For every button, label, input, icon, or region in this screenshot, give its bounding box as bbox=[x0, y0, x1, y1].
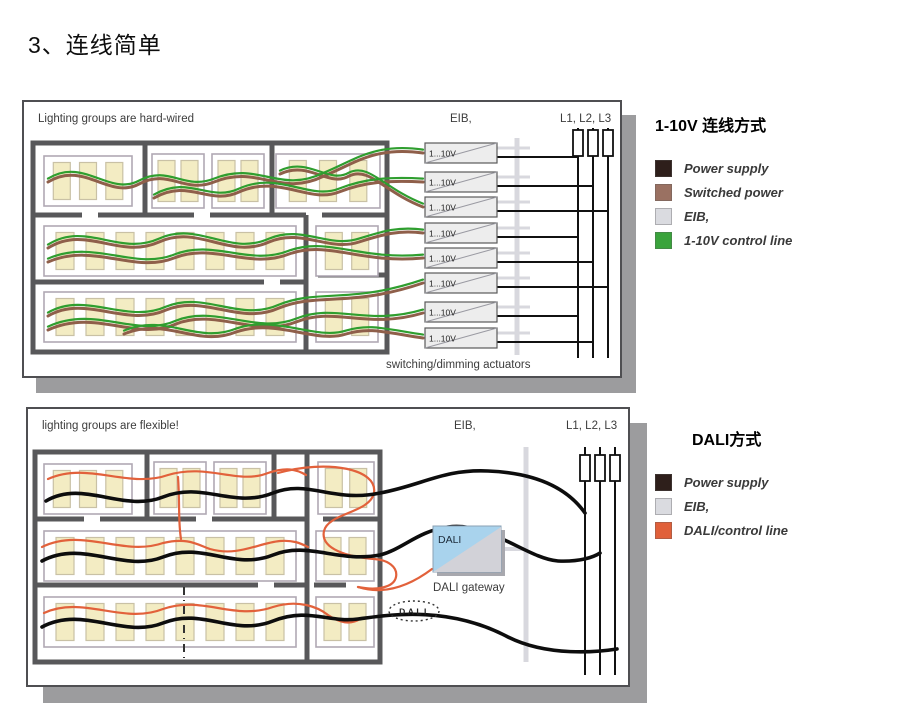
control-line-green bbox=[46, 146, 425, 186]
control-line-green bbox=[46, 245, 425, 261]
dali-logo-text: DALI bbox=[399, 607, 429, 617]
actuator-label: 1...10V bbox=[429, 334, 456, 344]
lamp bbox=[235, 231, 255, 271]
fuse-symbols bbox=[579, 454, 621, 482]
control-line-green bbox=[122, 323, 425, 336]
dali-line-swatch bbox=[655, 521, 672, 539]
legend-title: 1-10V 连线方式 bbox=[655, 118, 767, 135]
actuator-label: 1...10V bbox=[429, 229, 456, 239]
panel-1-10v: Lighting groups are hard-wired EIB, L1, … bbox=[22, 100, 622, 378]
power-supply-swatch bbox=[655, 473, 672, 491]
diagram-caption: lighting groups are flexible! bbox=[42, 420, 179, 432]
lamp bbox=[52, 161, 71, 201]
legend-item-dali-line: DALI/control line bbox=[655, 518, 900, 542]
dali-control-lines bbox=[40, 465, 434, 624]
legend-item-power-supply: Power supply bbox=[655, 156, 900, 180]
lamp bbox=[242, 467, 261, 509]
control-line-green bbox=[278, 165, 425, 205]
lamp bbox=[324, 467, 343, 509]
gateway-triangle bbox=[433, 527, 501, 572]
dimmer-diagonal bbox=[424, 196, 498, 218]
phase-label: L1, L2, L3 bbox=[566, 420, 617, 432]
actuator-footer: switching/dimming actuators bbox=[386, 359, 531, 371]
dimmer-diagonal bbox=[424, 301, 498, 323]
legend-item-eib: EIB, bbox=[655, 204, 900, 228]
actuator-label: 1...10V bbox=[429, 254, 456, 264]
legend-item-switched-power: Switched power bbox=[655, 180, 900, 204]
dimmer-diagonal bbox=[424, 142, 498, 164]
eib-swatch bbox=[655, 207, 672, 225]
lamp bbox=[52, 469, 71, 509]
dimmer-diagonal bbox=[424, 327, 498, 349]
actuator-label: 1...10V bbox=[429, 279, 456, 289]
lamp bbox=[323, 602, 342, 642]
lamp bbox=[115, 536, 135, 576]
lamp bbox=[55, 297, 75, 337]
fuse-symbols bbox=[572, 129, 614, 157]
mains-lines bbox=[572, 128, 614, 358]
dimmer-diagonal bbox=[424, 272, 498, 294]
legend-item-power-supply: Power supply bbox=[655, 470, 900, 494]
actuator-label: 1...10V bbox=[429, 149, 456, 159]
page-title: 3、连线简单 bbox=[28, 32, 162, 58]
panel-dali: lighting groups are flexible! EIB, L1, L… bbox=[26, 407, 630, 687]
legend-dali: DALI方式 Power supply EIB, DALI/control li… bbox=[655, 426, 900, 542]
lamp bbox=[115, 231, 135, 271]
dimmer-diagonal bbox=[424, 247, 498, 269]
actuator-label: 1...10V bbox=[429, 308, 456, 318]
control-line-swatch bbox=[655, 231, 672, 249]
dali-logo: DALI bbox=[388, 600, 440, 622]
diagram-caption: Lighting groups are hard-wired bbox=[38, 113, 194, 125]
control-wire-pairs bbox=[46, 146, 425, 340]
power-supply-swatch bbox=[655, 159, 672, 177]
dimmer-diagonal bbox=[424, 222, 498, 244]
gateway-box-label: DALI bbox=[438, 534, 461, 546]
phase-label: L1, L2, L3 bbox=[560, 113, 611, 125]
lamp bbox=[85, 297, 105, 337]
gateway-caption: DALI gateway bbox=[433, 582, 505, 594]
legend-1-10v: 1-10V 连线方式 Power supply Switched power E… bbox=[655, 112, 900, 252]
actuator-label: 1...10V bbox=[429, 178, 456, 188]
control-line-green bbox=[152, 176, 425, 196]
eib-swatch bbox=[655, 497, 672, 515]
eib-label: EIB, bbox=[454, 420, 476, 432]
control-line-green bbox=[46, 308, 425, 328]
lamp bbox=[175, 536, 195, 576]
lamp bbox=[235, 536, 255, 576]
actuator-label: 1...10V bbox=[429, 203, 456, 213]
lamp bbox=[175, 602, 195, 642]
dimmer-diagonal bbox=[424, 171, 498, 193]
mains-lines bbox=[579, 447, 621, 675]
lamp bbox=[115, 602, 135, 642]
lamp bbox=[240, 159, 259, 203]
diagram-1-10v: Lighting groups are hard-wired EIB, L1, … bbox=[30, 113, 614, 371]
legend-title: DALI方式 bbox=[692, 432, 762, 449]
power-lines bbox=[40, 469, 619, 654]
control-line-green bbox=[46, 227, 425, 246]
lamp bbox=[182, 467, 201, 509]
switched-power-swatch bbox=[655, 183, 672, 201]
legend-item-control-line: 1-10V control line bbox=[655, 228, 900, 252]
dali-gateway: DALI DALI gateway bbox=[432, 525, 505, 594]
control-line-green bbox=[46, 278, 425, 314]
luminaire-group bbox=[43, 291, 297, 343]
legend-item-eib: EIB, bbox=[655, 494, 900, 518]
lamp bbox=[235, 602, 255, 642]
eib-label: EIB, bbox=[450, 113, 472, 125]
lamp bbox=[78, 469, 98, 509]
diagram-dali: lighting groups are flexible! EIB, L1, L… bbox=[32, 420, 621, 675]
